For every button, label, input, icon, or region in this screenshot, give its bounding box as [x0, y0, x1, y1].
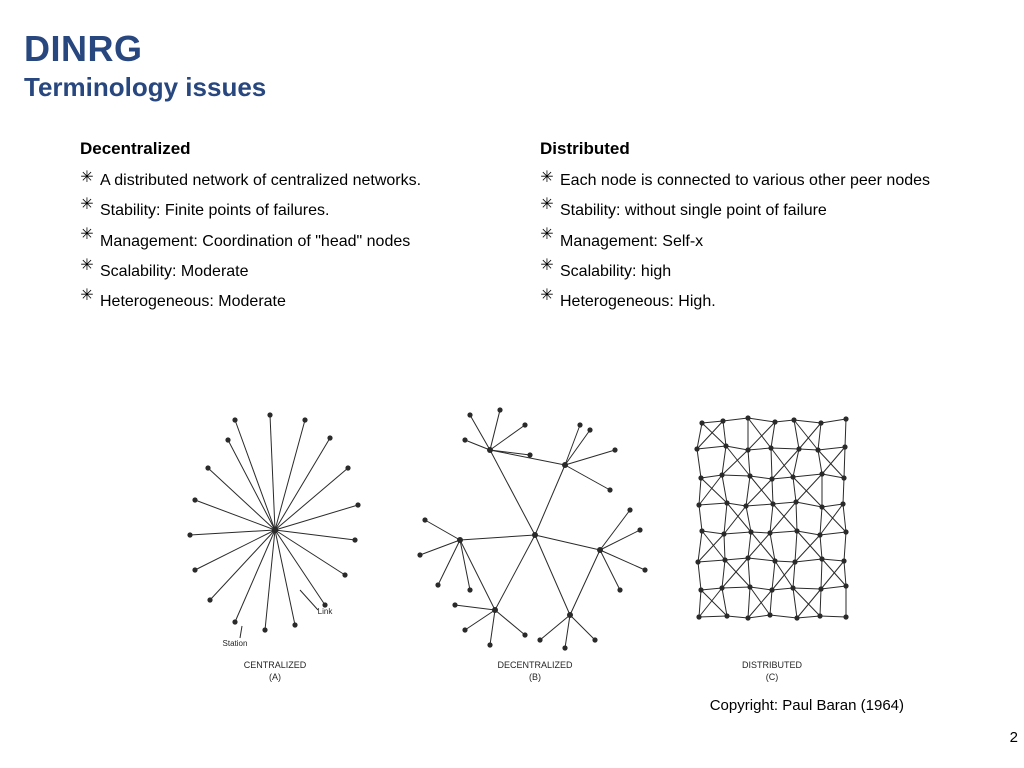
page-subtitle: Terminology issues [24, 72, 1000, 103]
item-text: Stability: Finite points of failures. [100, 196, 329, 226]
list-item: ✳ Management: Coordination of "head" node… [80, 227, 500, 257]
network-svg: Link Station CENTRALIZED (A) DECENTRALIZED (B… [170, 390, 870, 690]
svg-text:CENTRALIZED: CENTRALIZED [244, 660, 307, 670]
list-item: ✳ Scalability: high [540, 257, 980, 287]
item-text: Management: Coordination of "head" nodes [100, 227, 410, 257]
item-text: Scalability: Moderate [100, 257, 249, 287]
item-text: Heterogeneous: Moderate [100, 287, 286, 317]
page-title: DINRG [24, 28, 1000, 70]
svg-text:DISTRIBUTED: DISTRIBUTED [742, 660, 803, 670]
item-text: Heterogeneous: High. [560, 287, 716, 317]
asterisk-icon: ✳ [540, 257, 554, 275]
asterisk-icon: ✳ [540, 196, 554, 214]
list-item: ✳ Management: Self-x [540, 227, 980, 257]
svg-text:Station: Station [223, 639, 248, 648]
asterisk-icon: ✳ [80, 196, 94, 214]
list-item: ✳ Stability: Finite points of failures. [80, 196, 500, 226]
svg-text:(C): (C) [766, 672, 779, 682]
column-decentralized: Decentralized ✳ A distributed network of… [80, 139, 500, 318]
network-diagram: Link Station CENTRALIZED (A) DECENTRALIZED (B… [170, 390, 870, 690]
svg-text:DECENTRALIZED: DECENTRALIZED [497, 660, 573, 670]
points-decentralized: ✳ Stability: Finite points of failures. ✳… [80, 196, 500, 318]
lead-distributed: ✳ Each node is connected to various othe… [540, 169, 980, 192]
svg-text:Link: Link [318, 607, 334, 616]
columns: Decentralized ✳ A distributed network of… [24, 139, 1000, 318]
lead-text: Each node is connected to various other … [560, 169, 930, 192]
asterisk-icon: ✳ [80, 287, 94, 305]
list-item: ✳ Heterogeneous: High. [540, 287, 980, 317]
copyright-text: Copyright: Paul Baran (1964) [710, 697, 904, 714]
svg-text:(A): (A) [269, 672, 281, 682]
lead-text: A distributed network of centralized net… [100, 169, 421, 192]
asterisk-icon: ✳ [80, 257, 94, 275]
list-item: ✳ Scalability: Moderate [80, 257, 500, 287]
column-distributed: Distributed ✳ Each node is connected to … [540, 139, 980, 318]
heading-distributed: Distributed [540, 139, 980, 159]
asterisk-icon: ✳ [540, 287, 554, 305]
points-distributed: ✳ Stability: without single point of fail… [540, 196, 980, 318]
asterisk-icon: ✳ [540, 169, 554, 187]
asterisk-icon: ✳ [80, 227, 94, 245]
lead-decentralized: ✳ A distributed network of centralized n… [80, 169, 500, 192]
item-text: Management: Self-x [560, 227, 703, 257]
asterisk-icon: ✳ [540, 227, 554, 245]
svg-text:(B): (B) [529, 672, 541, 682]
asterisk-icon: ✳ [80, 169, 94, 187]
list-item: ✳ Stability: without single point of fail… [540, 196, 980, 226]
item-text: Scalability: high [560, 257, 671, 287]
list-item: ✳ Heterogeneous: Moderate [80, 287, 500, 317]
heading-decentralized: Decentralized [80, 139, 500, 159]
item-text: Stability: without single point of failu… [560, 196, 827, 226]
slide: DINRG Terminology issues Decentralized ✳… [0, 0, 1024, 768]
page-number: 2 [1010, 729, 1018, 746]
